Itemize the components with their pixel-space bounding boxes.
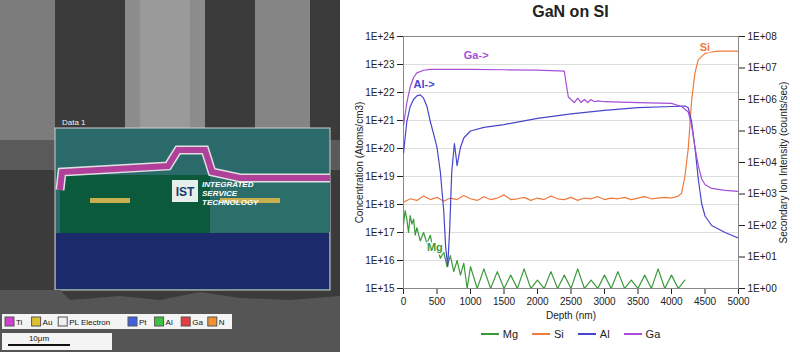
svg-text:Au: Au xyxy=(43,318,53,327)
svg-text:N: N xyxy=(219,318,225,327)
svg-text:3000: 3000 xyxy=(593,296,616,307)
html-text:Si: Si xyxy=(554,328,564,340)
html-text:GaN on SI: GaN on SI xyxy=(532,3,609,20)
svg-text:1E+22: 1E+22 xyxy=(365,87,395,98)
svg-text:1E+07: 1E+07 xyxy=(748,62,778,73)
svg-text:500: 500 xyxy=(429,296,446,307)
html-text:Ga: Ga xyxy=(645,328,661,340)
svg-text:Al: Al xyxy=(166,318,173,327)
svg-text:1E+15: 1E+15 xyxy=(365,283,395,294)
svg-text:SERVICE: SERVICE xyxy=(202,189,238,198)
svg-text:1E+03: 1E+03 xyxy=(748,188,778,199)
svg-text:1E+02: 1E+02 xyxy=(748,220,778,231)
svg-text:1E+01: 1E+01 xyxy=(748,251,778,262)
svg-text:0: 0 xyxy=(401,296,407,307)
svg-text:3500: 3500 xyxy=(627,296,650,307)
svg-text:1E+20: 1E+20 xyxy=(365,143,395,154)
html-text:Al: Al xyxy=(599,328,610,340)
svg-text:2500: 2500 xyxy=(560,296,583,307)
svg-text:INTEGRATED: INTEGRATED xyxy=(202,180,254,189)
svg-text:Depth (nm): Depth (nm) xyxy=(546,310,596,321)
svg-text:TECHNOLOGY: TECHNOLOGY xyxy=(202,198,259,207)
svg-text:1500: 1500 xyxy=(493,296,516,307)
svg-text:1E+17: 1E+17 xyxy=(365,227,395,238)
svg-text:1E+19: 1E+19 xyxy=(365,171,395,182)
svg-text:Secondary Ion Intensity (count: Secondary Ion Intensity (counts/sec) xyxy=(778,82,789,244)
svg-text:4000: 4000 xyxy=(660,296,683,307)
svg-text:Ti: Ti xyxy=(16,318,23,327)
svg-text:Mg: Mg xyxy=(427,241,443,253)
html-text:Mg: Mg xyxy=(502,328,518,340)
svg-text:1E+05: 1E+05 xyxy=(748,125,778,136)
svg-text:1000: 1000 xyxy=(459,296,482,307)
svg-text:1E+23: 1E+23 xyxy=(365,59,395,70)
svg-text:1E+08: 1E+08 xyxy=(748,31,778,42)
svg-text:4500: 4500 xyxy=(694,296,717,307)
svg-text:1E+04: 1E+04 xyxy=(748,157,778,168)
svg-text:Concentration (Atoms/cm3): Concentration (Atoms/cm3) xyxy=(354,102,365,224)
svg-text:Ga->: Ga-> xyxy=(464,49,489,61)
svg-text:Ga: Ga xyxy=(192,318,203,327)
svg-text:Pt: Pt xyxy=(139,318,147,327)
svg-text:1E+06: 1E+06 xyxy=(748,94,778,105)
svg-text:10μm: 10μm xyxy=(29,334,50,343)
svg-text:Data 1: Data 1 xyxy=(62,118,86,127)
svg-text:1E+00: 1E+00 xyxy=(748,283,778,294)
svg-text:IST: IST xyxy=(176,185,195,199)
svg-text:2000: 2000 xyxy=(526,296,549,307)
svg-text:5000: 5000 xyxy=(727,296,750,307)
svg-text:1E+16: 1E+16 xyxy=(365,255,395,266)
svg-text:1E+21: 1E+21 xyxy=(365,115,395,126)
svg-text:PL Electron: PL Electron xyxy=(69,318,110,327)
svg-text:Al->: Al-> xyxy=(414,78,435,90)
svg-text:1E+18: 1E+18 xyxy=(365,199,395,210)
svg-text:1E+24: 1E+24 xyxy=(365,31,395,42)
svg-text:Si: Si xyxy=(700,41,710,53)
